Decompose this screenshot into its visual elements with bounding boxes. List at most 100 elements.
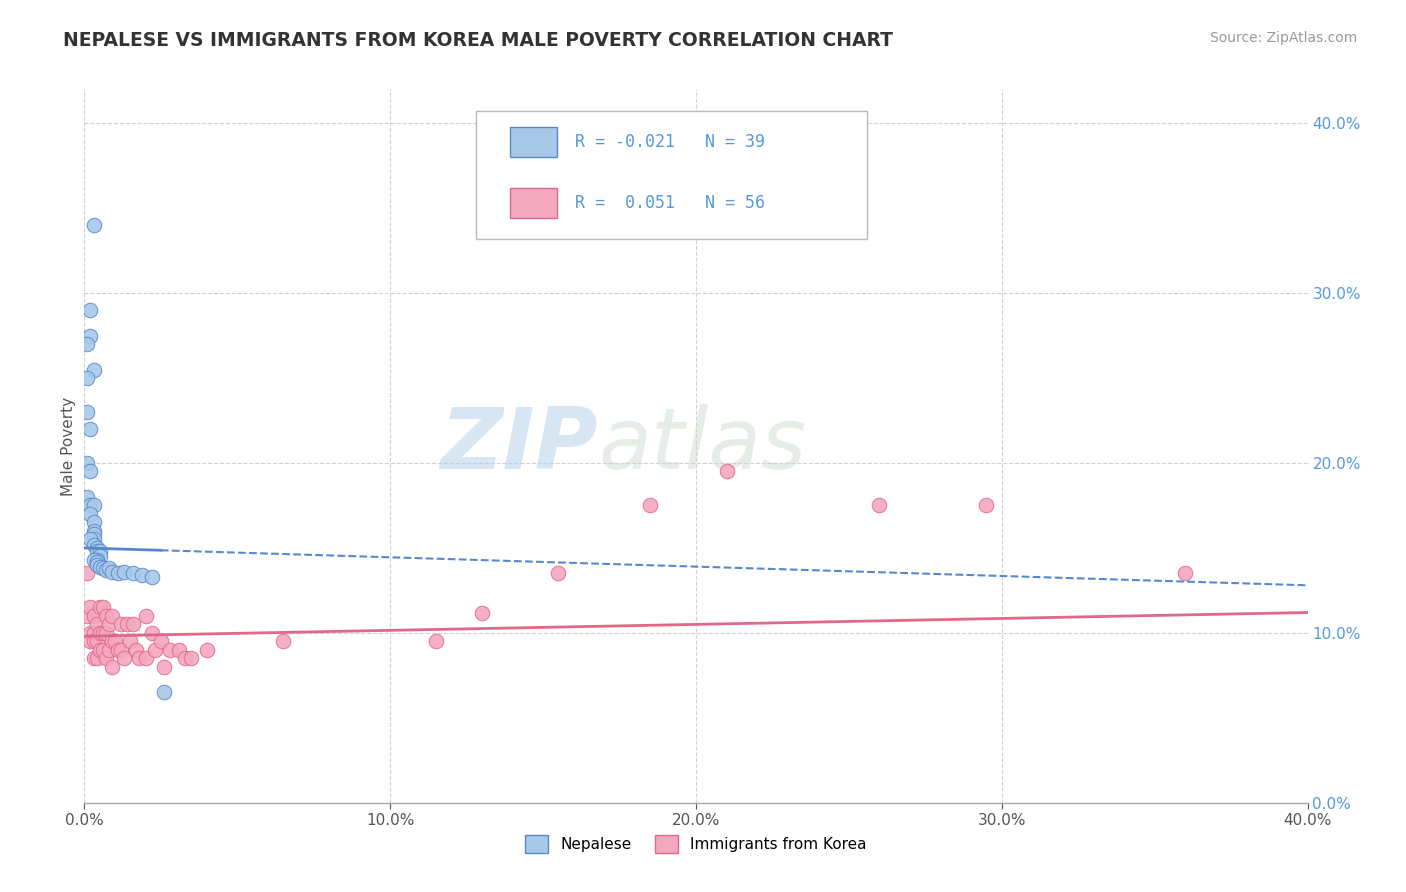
Point xyxy=(94,608,117,623)
Point xyxy=(89,544,111,558)
Point xyxy=(79,422,101,436)
Point xyxy=(153,685,176,699)
Point xyxy=(94,626,117,640)
Point xyxy=(471,606,494,620)
Point xyxy=(83,218,105,232)
Point xyxy=(547,566,569,581)
Point xyxy=(135,608,157,623)
Point xyxy=(167,643,190,657)
Point xyxy=(86,555,108,569)
Point xyxy=(128,651,150,665)
FancyBboxPatch shape xyxy=(510,188,557,218)
Point xyxy=(122,566,145,581)
Point xyxy=(79,626,101,640)
Legend: Nepalese, Immigrants from Korea: Nepalese, Immigrants from Korea xyxy=(519,829,873,859)
Point xyxy=(79,634,101,648)
Point xyxy=(101,634,124,648)
Point xyxy=(91,561,114,575)
Point xyxy=(153,660,176,674)
Point xyxy=(86,617,108,632)
Point xyxy=(83,516,105,530)
Point xyxy=(89,559,111,574)
Point xyxy=(79,533,101,547)
Point xyxy=(149,634,172,648)
Y-axis label: Male Poverty: Male Poverty xyxy=(60,396,76,496)
Point xyxy=(79,328,101,343)
Point xyxy=(91,600,114,615)
Point xyxy=(716,465,738,479)
Point xyxy=(83,634,105,648)
Point xyxy=(195,643,218,657)
Text: NEPALESE VS IMMIGRANTS FROM KOREA MALE POVERTY CORRELATION CHART: NEPALESE VS IMMIGRANTS FROM KOREA MALE P… xyxy=(63,31,893,50)
Point xyxy=(91,626,114,640)
Point xyxy=(79,303,101,318)
Point xyxy=(76,456,98,470)
Point xyxy=(97,643,120,657)
Point xyxy=(76,371,98,385)
Point xyxy=(141,626,163,640)
Point xyxy=(104,634,127,648)
Point xyxy=(89,643,111,657)
Point xyxy=(83,626,105,640)
Point xyxy=(107,566,129,581)
Point xyxy=(79,499,101,513)
Point xyxy=(76,490,98,504)
Point xyxy=(869,499,891,513)
Point xyxy=(83,533,105,547)
Point xyxy=(83,537,105,551)
Point xyxy=(135,651,157,665)
Point xyxy=(122,617,145,632)
Point xyxy=(1174,566,1197,581)
Point xyxy=(86,544,108,558)
Point xyxy=(76,608,98,623)
Point xyxy=(180,651,202,665)
Point xyxy=(86,553,108,567)
Point xyxy=(101,608,124,623)
Point xyxy=(83,651,105,665)
Point xyxy=(120,634,142,648)
Point xyxy=(91,643,114,657)
Point xyxy=(86,558,108,572)
Point xyxy=(107,643,129,657)
Point xyxy=(89,600,111,615)
Point xyxy=(131,568,153,582)
Point xyxy=(112,651,135,665)
Point xyxy=(271,634,294,648)
Point xyxy=(110,617,132,632)
Point xyxy=(115,617,138,632)
Point xyxy=(94,563,117,577)
Point xyxy=(83,524,105,538)
Point xyxy=(76,337,98,351)
Point xyxy=(101,660,124,674)
Point xyxy=(143,643,166,657)
Point xyxy=(638,499,661,513)
Text: atlas: atlas xyxy=(598,404,806,488)
Point xyxy=(86,541,108,555)
Text: ZIP: ZIP xyxy=(440,404,598,488)
Point xyxy=(79,507,101,521)
Point xyxy=(425,634,447,648)
Point xyxy=(97,617,120,632)
FancyBboxPatch shape xyxy=(475,111,868,239)
Point xyxy=(976,499,998,513)
Point xyxy=(89,626,111,640)
Point xyxy=(86,634,108,648)
Point xyxy=(86,651,108,665)
Text: Source: ZipAtlas.com: Source: ZipAtlas.com xyxy=(1209,31,1357,45)
Point xyxy=(79,600,101,615)
Point xyxy=(79,465,101,479)
Point xyxy=(125,643,148,657)
Point xyxy=(141,570,163,584)
Point xyxy=(89,549,111,564)
Point xyxy=(94,651,117,665)
Text: R =  0.051   N = 56: R = 0.051 N = 56 xyxy=(575,194,765,211)
Point xyxy=(76,566,98,581)
Text: R = -0.021   N = 39: R = -0.021 N = 39 xyxy=(575,133,765,151)
Point xyxy=(112,565,135,579)
Point xyxy=(110,643,132,657)
Point xyxy=(76,405,98,419)
Point xyxy=(83,499,105,513)
Point xyxy=(159,643,181,657)
Point xyxy=(83,362,105,376)
Point xyxy=(83,527,105,541)
